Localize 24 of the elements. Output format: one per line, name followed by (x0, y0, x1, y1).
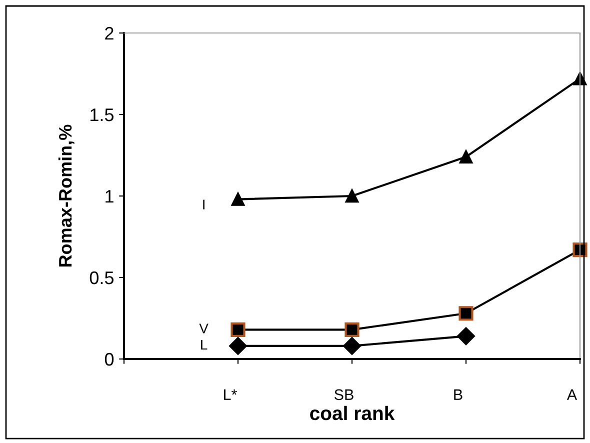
point (457, 327, 475, 346)
x-axis-title: coal rank (310, 406, 395, 420)
text: I (203, 200, 204, 210)
point (459, 150, 473, 164)
point (229, 337, 247, 355)
y-tick-label: 1 (106, 190, 114, 203)
x-tick-label: B (454, 389, 462, 400)
series-label: L (201, 340, 208, 350)
y-tick-label: 0.5 (90, 271, 114, 284)
point (572, 242, 588, 258)
point (343, 337, 361, 355)
point (230, 322, 246, 337)
y-tick-label: 2 (105, 26, 114, 40)
x-tick-label: A (566, 389, 578, 400)
point (458, 306, 474, 321)
point (231, 192, 245, 206)
y-axis-title: Romax-Romin,% (58, 124, 74, 267)
point (344, 322, 360, 337)
x-tick-label: SB (334, 389, 354, 400)
point (345, 189, 359, 203)
y-tick-label: 1.5 (90, 108, 114, 122)
series-label: V (199, 324, 208, 334)
y-tick-label: 0 (104, 352, 114, 366)
x-tick-label: L* (224, 389, 237, 400)
